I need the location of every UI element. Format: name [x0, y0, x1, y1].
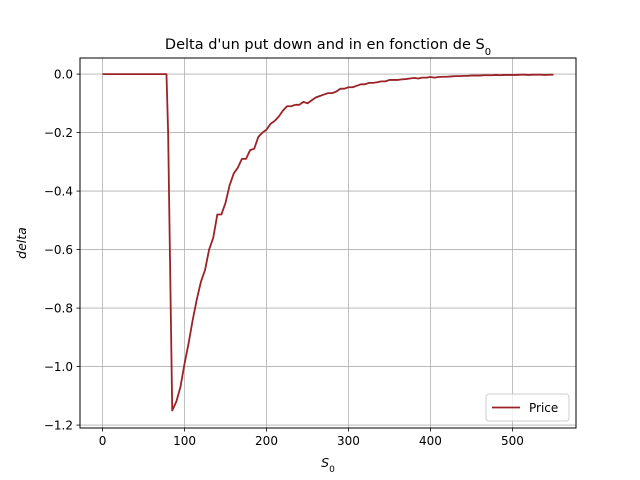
x-tick-label: 500	[501, 434, 524, 448]
y-tick-label: −0.2	[44, 126, 73, 140]
y-axis-label: delta	[14, 227, 29, 259]
x-tick-label: 400	[419, 434, 442, 448]
y-axis-ticks: 0.0 −0.2 −0.4 −0.6 −0.8 −1.0 −1.2	[44, 68, 80, 433]
y-tick-label: −1.0	[44, 360, 73, 374]
y-tick-label: 0.0	[54, 68, 73, 82]
legend-label-price: Price	[529, 401, 558, 415]
grid	[80, 58, 576, 428]
y-tick-label: −0.8	[44, 302, 73, 316]
y-tick-label: −0.4	[44, 185, 73, 199]
legend: Price	[485, 393, 570, 422]
x-axis-label: S0	[321, 455, 335, 475]
x-tick-label: 0	[99, 434, 107, 448]
chart-title: Delta d'un put down and in en fonction d…	[165, 37, 491, 58]
series-line-price	[102, 73, 554, 412]
series-layer	[102, 73, 554, 412]
y-tick-label: −0.6	[44, 243, 73, 257]
plot-frame	[79, 57, 577, 429]
legend-box	[485, 393, 570, 422]
x-tick-label: 100	[173, 434, 196, 448]
x-tick-label: 200	[255, 434, 278, 448]
x-tick-label: 300	[337, 434, 360, 448]
x-axis-ticks: 0 100 200 300 400 500	[99, 428, 524, 448]
y-tick-label: −1.2	[44, 419, 73, 433]
